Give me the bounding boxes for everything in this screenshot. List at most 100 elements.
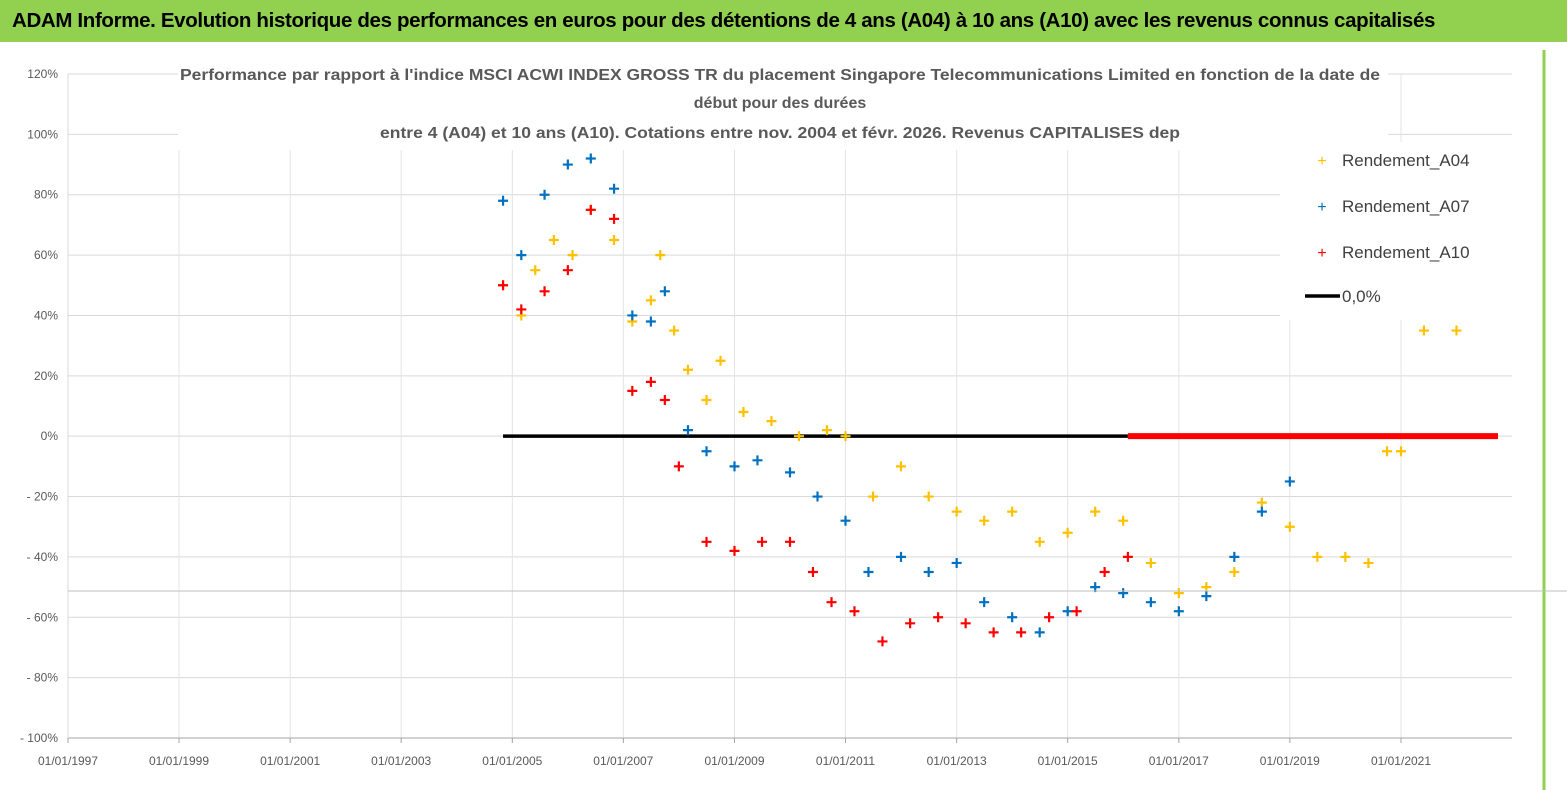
point-a07: [812, 491, 823, 502]
point-a04: [548, 235, 559, 245]
y-tick-label: 0%: [41, 429, 59, 443]
point-a07: [785, 467, 795, 478]
point-a10: [1122, 551, 1133, 562]
x-tick-label: 01/01/1997: [38, 754, 98, 768]
point-a10: [498, 280, 509, 291]
point-a10: [826, 597, 837, 608]
point-a04: [609, 235, 620, 245]
point-a07: [1284, 476, 1295, 487]
y-tick-label: - 40%: [27, 550, 59, 564]
point-a04: [1418, 325, 1429, 336]
chart-title-line-2: début pour des durées: [694, 95, 867, 112]
x-tick-label: 01/01/1999: [149, 754, 209, 768]
point-a10: [757, 536, 768, 547]
y-tick-label: 60%: [34, 248, 58, 262]
point-a10: [1016, 627, 1027, 638]
y-tick-label: 20%: [34, 369, 58, 383]
point-a04: [1256, 497, 1267, 508]
axis-layer: 120% 100% 80% 60% 40% 20% 0% - 20% - 40% - 60% - 8…: [20, 67, 1567, 768]
point-a07: [1034, 627, 1045, 638]
point-a04: [1201, 582, 1212, 593]
legend-box: [1280, 142, 1520, 320]
point-a07: [516, 250, 527, 261]
point-a04: [1007, 506, 1018, 517]
point-a04: [1229, 567, 1240, 577]
point-a10: [701, 536, 712, 547]
x-tick-label: 01/01/2003: [371, 754, 431, 768]
point-a10: [729, 545, 740, 556]
chart-title-line-3: entre 4 (A04) et 10 ans (A10). Cotations…: [380, 125, 1180, 142]
point-a07: [701, 446, 712, 457]
point-a07: [951, 557, 962, 568]
point-a04: [1395, 446, 1406, 457]
point-a10: [877, 636, 888, 647]
point-a04: [1173, 588, 1184, 599]
point-a04: [1118, 515, 1129, 526]
point-a07: [979, 597, 990, 608]
point-a07: [1007, 612, 1018, 623]
x-tick-label: 01/01/2017: [1149, 754, 1209, 768]
point-a10: [849, 606, 860, 617]
point-a07: [1062, 606, 1073, 617]
point-a10: [516, 304, 527, 315]
point-a10: [562, 265, 573, 276]
x-tick-label: 01/01/2005: [482, 754, 542, 768]
point-a10: [609, 213, 620, 224]
point-a04: [645, 295, 656, 306]
legend: + Rendement_A04 + Rendement_A07 + Rendem…: [1305, 151, 1470, 306]
point-a04: [1090, 506, 1101, 517]
point-a07: [896, 551, 907, 562]
point-a04: [682, 364, 693, 375]
point-a10: [673, 461, 684, 472]
point-a04: [567, 250, 578, 261]
point-a07: [1090, 582, 1101, 593]
point-a07: [627, 310, 638, 321]
point-a07: [682, 425, 693, 436]
point-a04: [1340, 551, 1351, 562]
series-a07: [498, 153, 1295, 638]
point-a07: [659, 286, 670, 297]
point-a04: [715, 355, 726, 366]
y-tick-label: - 100%: [20, 731, 58, 745]
point-a04: [738, 407, 749, 418]
point-a07: [863, 567, 874, 577]
point-a07: [1256, 506, 1267, 517]
legend-marker-a07: +: [1317, 199, 1326, 216]
x-tick-label: 01/01/2021: [1371, 754, 1431, 768]
point-a04: [1034, 536, 1045, 547]
point-a04: [766, 416, 777, 427]
point-a10: [905, 618, 916, 629]
report-title: ADAM Informe. Evolution historique des p…: [12, 9, 1436, 32]
x-tick-label: 01/01/2019: [1260, 754, 1320, 768]
y-tick-label: 80%: [34, 188, 58, 202]
legend-marker-a10: +: [1317, 245, 1326, 262]
x-tick-label: 01/01/2001: [260, 754, 320, 768]
legend-label-a10: Rendement_A10: [1342, 243, 1470, 262]
point-a07: [923, 567, 934, 577]
point-a04: [1062, 527, 1073, 538]
point-a10: [785, 536, 795, 547]
point-a04: [793, 431, 804, 442]
performance-chart: 120% 100% 80% 60% 40% 20% 0% - 20% - 40% - 60% - 8…: [20, 50, 1567, 790]
y-tick-label: 40%: [34, 308, 58, 322]
point-a04: [868, 491, 879, 502]
y-tick-label: 100%: [27, 127, 58, 141]
point-a10: [1071, 606, 1082, 617]
point-a07: [609, 183, 620, 194]
point-a04: [951, 506, 962, 517]
point-a10: [1044, 612, 1055, 623]
y-tick-label: - 60%: [27, 610, 59, 624]
point-a04: [1284, 521, 1295, 532]
point-a10: [585, 204, 596, 215]
y-tick-label: 120%: [27, 67, 58, 81]
point-a10: [807, 567, 818, 577]
point-a04: [923, 491, 934, 502]
point-a07: [1229, 551, 1240, 562]
point-a07: [498, 195, 509, 206]
legend-label-a04: Rendement_A04: [1342, 151, 1470, 170]
legend-label-a07: Rendement_A07: [1342, 197, 1470, 216]
point-a10: [960, 618, 971, 629]
legend-marker-a04: +: [1317, 153, 1326, 170]
point-a04: [1312, 551, 1323, 562]
point-a07: [1118, 588, 1129, 599]
